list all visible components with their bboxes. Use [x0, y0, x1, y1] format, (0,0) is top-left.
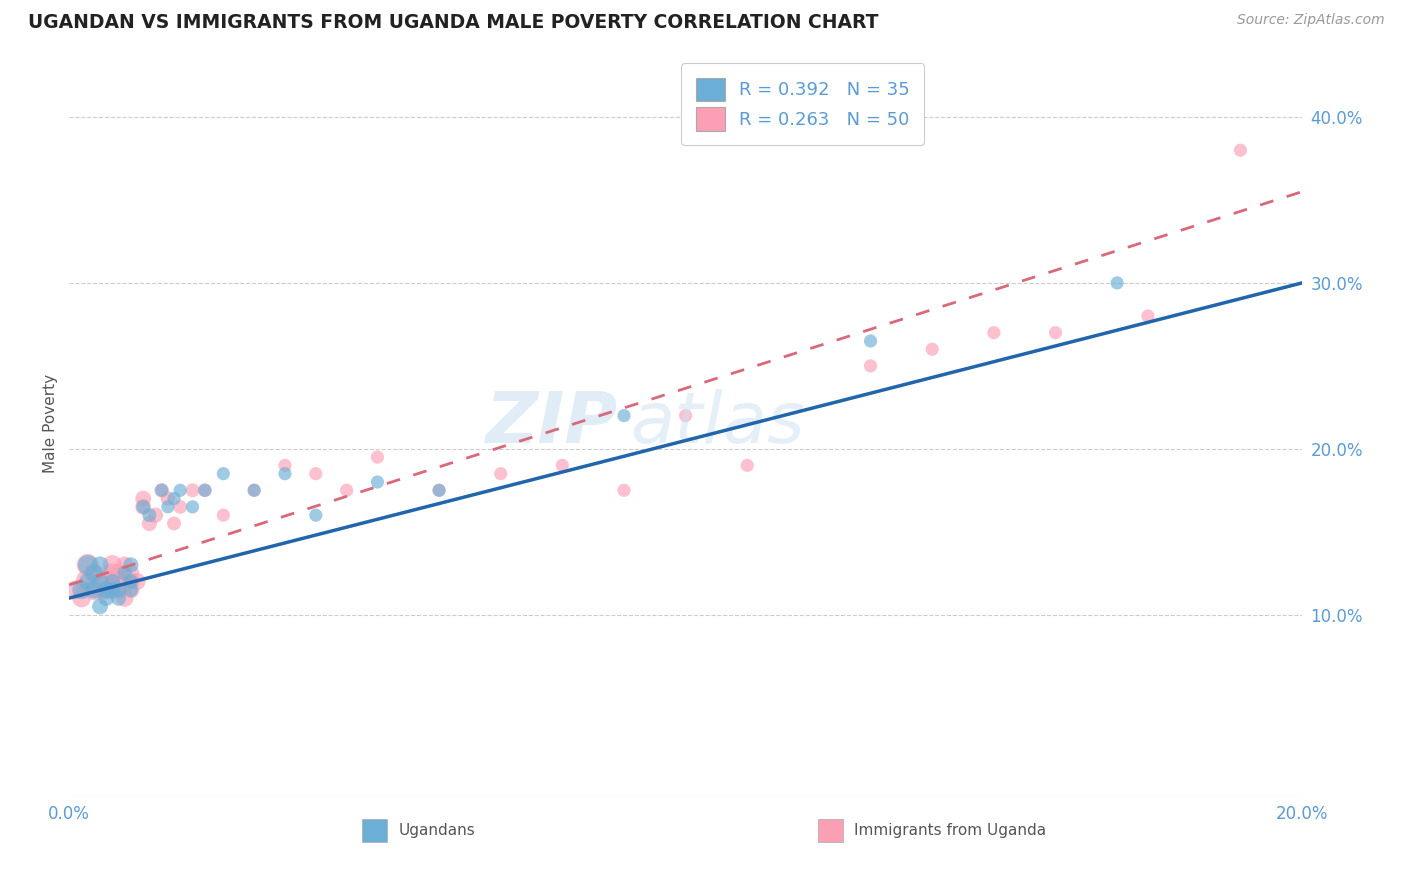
Point — [132, 500, 155, 514]
Text: Immigrants from Uganda: Immigrants from Uganda — [855, 822, 1046, 838]
Point — [138, 508, 160, 523]
Point — [366, 450, 388, 464]
Point — [101, 566, 124, 581]
Point — [274, 458, 297, 473]
Point — [125, 574, 148, 589]
Point — [169, 500, 191, 514]
Point — [336, 483, 359, 498]
Point — [96, 591, 118, 606]
Point — [1136, 309, 1159, 323]
Point — [76, 558, 98, 572]
Point — [551, 458, 574, 473]
Point — [96, 582, 118, 597]
Point — [1107, 276, 1129, 290]
Point — [101, 582, 124, 597]
Point — [83, 582, 105, 597]
Text: UGANDAN VS IMMIGRANTS FROM UGANDA MALE POVERTY CORRELATION CHART: UGANDAN VS IMMIGRANTS FROM UGANDA MALE P… — [28, 13, 879, 32]
Point — [243, 483, 266, 498]
Point — [859, 359, 882, 373]
Point — [107, 566, 129, 581]
Point — [169, 483, 191, 498]
Point — [65, 582, 87, 597]
Point — [76, 574, 98, 589]
Point — [101, 558, 124, 572]
Point — [150, 483, 173, 498]
Point — [427, 483, 450, 498]
Point — [83, 566, 105, 581]
Point — [921, 343, 943, 357]
Point — [156, 500, 179, 514]
Point — [114, 591, 136, 606]
Point — [150, 483, 173, 498]
Point — [163, 491, 186, 506]
Legend: R = 0.392   N = 35, R = 0.263   N = 50: R = 0.392 N = 35, R = 0.263 N = 50 — [682, 63, 924, 145]
Point — [194, 483, 217, 498]
Point — [156, 491, 179, 506]
Point — [96, 574, 118, 589]
Point — [212, 508, 235, 523]
Point — [1045, 326, 1067, 340]
Point — [114, 558, 136, 572]
Point — [859, 334, 882, 348]
Point — [89, 558, 111, 572]
Point — [107, 591, 129, 606]
Point — [613, 409, 636, 423]
Point — [83, 566, 105, 581]
Point — [120, 558, 142, 572]
Point — [120, 582, 142, 597]
Point — [274, 467, 297, 481]
Point — [89, 574, 111, 589]
Text: Ugandans: Ugandans — [398, 822, 475, 838]
Point — [107, 574, 129, 589]
Point — [163, 516, 186, 531]
Point — [101, 582, 124, 597]
Point — [613, 483, 636, 498]
Point — [145, 508, 167, 523]
Point — [89, 574, 111, 589]
Point — [89, 599, 111, 614]
Point — [132, 500, 155, 514]
Point — [101, 574, 124, 589]
Point — [114, 566, 136, 581]
Point — [83, 582, 105, 597]
Text: ZIP: ZIP — [485, 390, 617, 458]
Point — [138, 516, 160, 531]
Point — [76, 558, 98, 572]
Point — [70, 582, 93, 597]
Text: atlas: atlas — [630, 390, 804, 458]
Point — [120, 574, 142, 589]
Point — [366, 475, 388, 489]
Point — [120, 574, 142, 589]
Point — [1229, 143, 1251, 157]
Point — [107, 582, 129, 597]
Y-axis label: Male Poverty: Male Poverty — [44, 375, 58, 474]
Point — [181, 483, 204, 498]
Point — [120, 566, 142, 581]
Point — [305, 467, 328, 481]
Point — [194, 483, 217, 498]
Point — [132, 491, 155, 506]
Point — [107, 582, 129, 597]
Point — [489, 467, 512, 481]
Point — [89, 582, 111, 597]
Point — [181, 500, 204, 514]
Point — [305, 508, 328, 523]
Point — [76, 574, 98, 589]
Point — [983, 326, 1005, 340]
Point — [96, 582, 118, 597]
Point — [427, 483, 450, 498]
Point — [675, 409, 697, 423]
Point — [735, 458, 758, 473]
Point — [212, 467, 235, 481]
Point — [120, 582, 142, 597]
Point — [243, 483, 266, 498]
Point — [70, 591, 93, 606]
Text: Source: ZipAtlas.com: Source: ZipAtlas.com — [1237, 13, 1385, 28]
